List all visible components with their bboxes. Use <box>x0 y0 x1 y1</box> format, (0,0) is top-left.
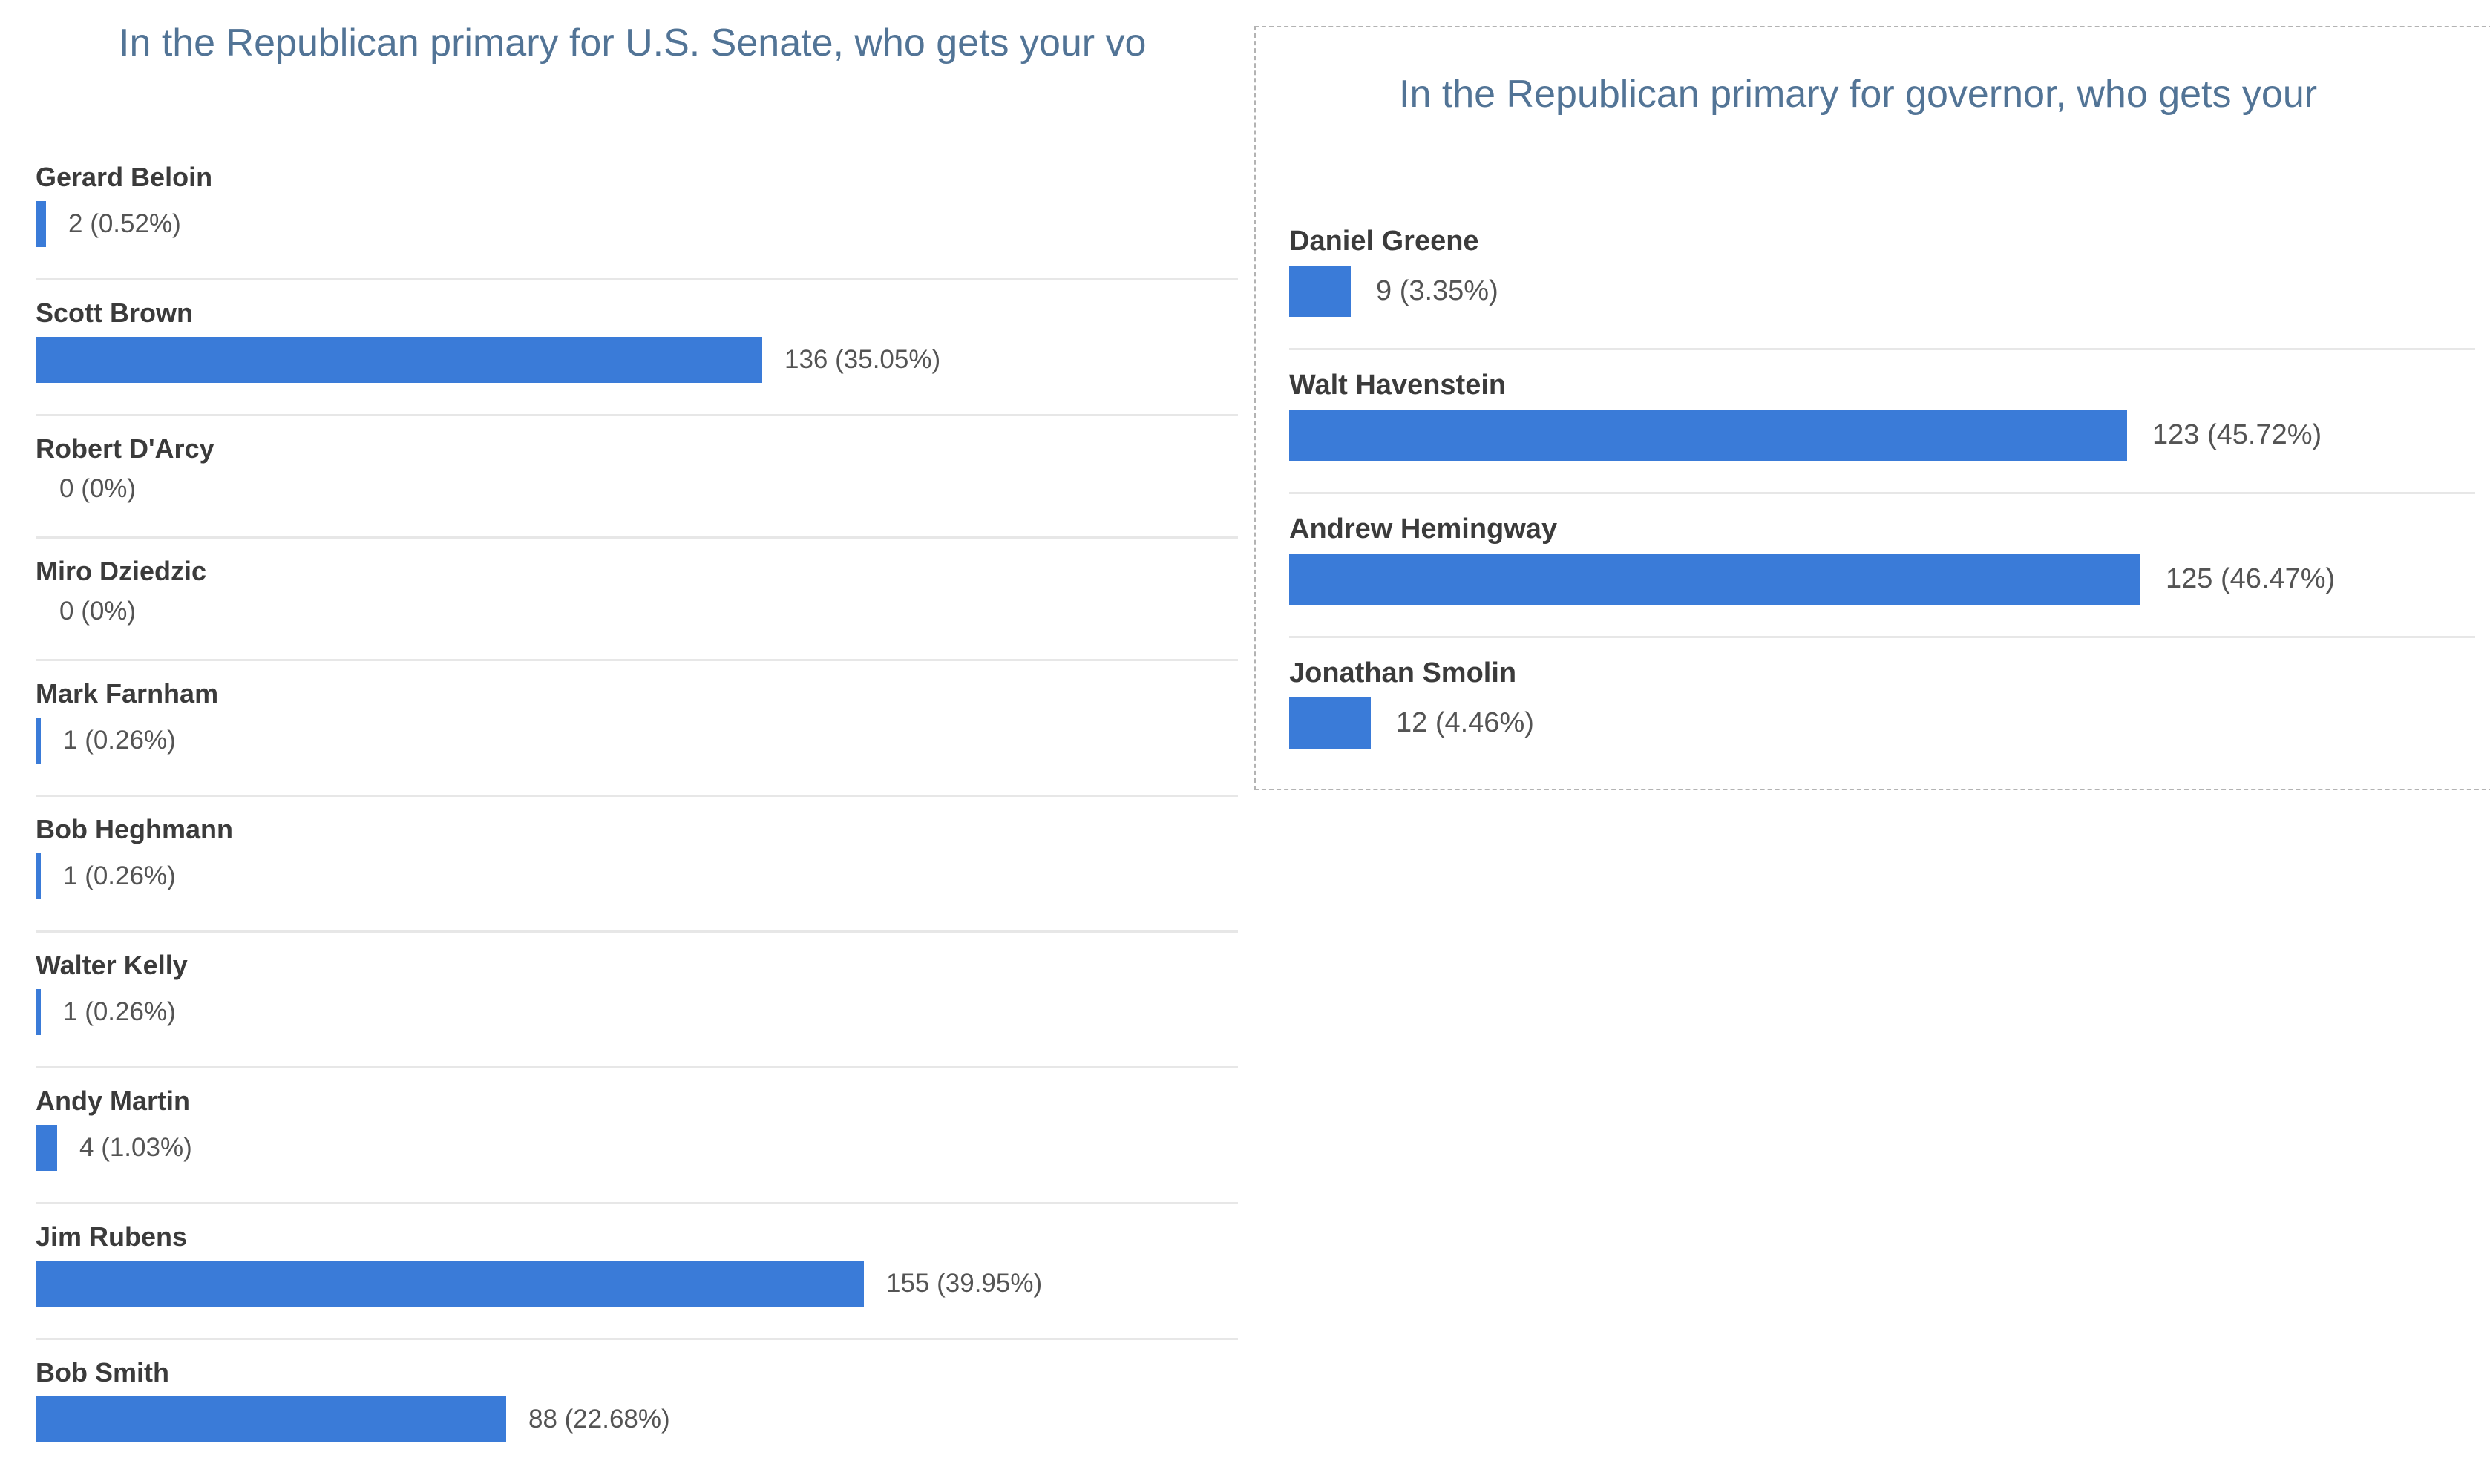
result-bar-line: 136 (35.05%) <box>36 337 1238 383</box>
result-value: 4 (1.03%) <box>79 1133 192 1162</box>
result-bar <box>36 718 41 764</box>
poll-option-row: Walt Havenstein 123 (45.72%) <box>1289 350 2475 494</box>
poll-option-row: Mark Farnham 1 (0.26%) <box>36 661 1238 797</box>
candidate-name: Bob Heghmann <box>36 814 233 844</box>
result-value: 88 (22.68%) <box>528 1405 670 1434</box>
candidate-name: Robert D'Arcy <box>36 433 214 464</box>
poll-option-row: Miro Dziedzic 0 (0%) <box>36 539 1238 661</box>
result-value: 123 (45.72%) <box>2152 419 2322 450</box>
poll-option-row: Bob Heghmann 1 (0.26%) <box>36 797 1238 933</box>
result-bar-line: 9 (3.35%) <box>1289 266 2475 317</box>
result-value: 1 (0.26%) <box>63 997 176 1026</box>
result-value: 1 (0.26%) <box>63 726 176 755</box>
candidate-name: Jonathan Smolin <box>1289 657 1517 689</box>
result-value: 1 (0.26%) <box>63 861 176 890</box>
result-value: 136 (35.05%) <box>784 345 941 374</box>
poll-option-row: Andy Martin 4 (1.03%) <box>36 1068 1238 1204</box>
result-bar <box>1289 554 2140 605</box>
result-bar-line: 1 (0.26%) <box>36 718 1238 764</box>
result-value: 0 (0%) <box>59 474 137 503</box>
poll-option-row: Bob Smith 88 (22.68%) <box>36 1340 1238 1474</box>
poll-option-row: Robert D'Arcy 0 (0%) <box>36 416 1238 539</box>
poll-option-row: Walter Kelly 1 (0.26%) <box>36 933 1238 1068</box>
result-bar <box>1289 697 1371 749</box>
poll-option-row: Daniel Greene 9 (3.35%) <box>1289 206 2475 350</box>
candidate-name: Andrew Hemingway <box>1289 513 1558 545</box>
poll-option-row: Gerard Beloin 2 (0.52%) <box>36 145 1238 280</box>
result-bar-line: 88 (22.68%) <box>36 1396 1238 1442</box>
result-bar-line: 4 (1.03%) <box>36 1125 1238 1171</box>
candidate-name: Bob Smith <box>36 1357 169 1388</box>
result-value: 125 (46.47%) <box>2166 563 2336 594</box>
result-bar-line: 125 (46.47%) <box>1289 554 2475 605</box>
result-bar <box>36 201 46 247</box>
candidate-name: Walt Havenstein <box>1289 370 1507 401</box>
candidate-name: Jim Rubens <box>36 1221 188 1252</box>
candidate-name: Walter Kelly <box>36 950 188 980</box>
result-bar <box>36 1261 864 1307</box>
senate-chart-title: In the Republican primary for U.S. Senat… <box>119 22 1147 65</box>
result-bar <box>1289 410 2127 461</box>
result-bar-line: 2 (0.52%) <box>36 201 1238 247</box>
result-bar-line: 1 (0.26%) <box>36 853 1238 899</box>
candidate-name: Daniel Greene <box>1289 226 1479 257</box>
governor-chart-rows: Daniel Greene 9 (3.35%) Walt Havenstein 123… <box>1289 206 2475 780</box>
result-bar <box>1289 266 1351 317</box>
result-bar <box>36 1125 57 1171</box>
result-bar-line: 123 (45.72%) <box>1289 410 2475 461</box>
result-bar <box>36 853 41 899</box>
result-value: 0 (0%) <box>59 597 137 626</box>
candidate-name: Mark Farnham <box>36 678 219 709</box>
result-bar <box>36 337 762 383</box>
poll-option-row: Jim Rubens 155 (39.95%) <box>36 1204 1238 1340</box>
senate-chart-rows: Gerard Beloin 2 (0.52%) Scott Brown 136 (35… <box>36 145 1238 1474</box>
result-bar-line: 0 (0%) <box>36 595 1238 628</box>
result-value: 155 (39.95%) <box>886 1269 1043 1298</box>
governor-poll-chart-selected[interactable]: In the Republican primary for governor, … <box>1254 26 2490 790</box>
candidate-name: Andy Martin <box>36 1086 191 1116</box>
result-bar-line: 155 (39.95%) <box>36 1261 1238 1307</box>
result-value: 9 (3.35%) <box>1376 275 1498 306</box>
poll-option-row: Scott Brown 136 (35.05%) <box>36 280 1238 416</box>
candidate-name: Scott Brown <box>36 298 193 328</box>
result-bar <box>36 1396 506 1442</box>
result-value: 2 (0.52%) <box>68 209 181 238</box>
result-value: 12 (4.46%) <box>1396 707 1534 738</box>
senate-poll-chart[interactable]: In the Republican primary for U.S. Senat… <box>0 0 1238 1484</box>
result-bar-line: 0 (0%) <box>36 473 1238 505</box>
candidate-name: Gerard Beloin <box>36 162 213 192</box>
governor-chart-title: In the Republican primary for governor, … <box>1399 73 2318 116</box>
result-bar-line: 1 (0.26%) <box>36 989 1238 1035</box>
poll-option-row: Jonathan Smolin 12 (4.46%) <box>1289 638 2475 780</box>
result-bar <box>36 989 41 1035</box>
candidate-name: Miro Dziedzic <box>36 556 207 586</box>
result-bar-line: 12 (4.46%) <box>1289 697 2475 749</box>
poll-option-row: Andrew Hemingway 125 (46.47%) <box>1289 494 2475 638</box>
